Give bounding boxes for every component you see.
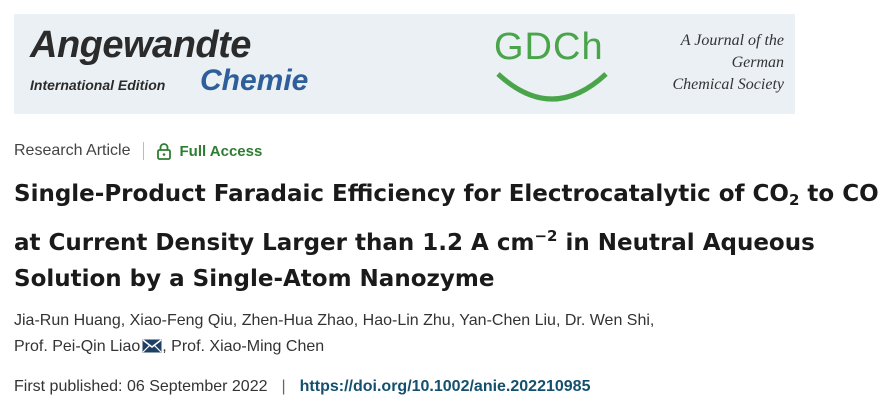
doi-link[interactable]: https://doi.org/10.1002/anie.202210985: [299, 378, 591, 395]
author-link[interactable]: Prof. Pei-Qin Liao: [14, 338, 141, 355]
article-title: Single-Product Faradaic Efficiency for E…: [14, 176, 882, 297]
meta-divider: [142, 142, 144, 160]
author-link[interactable]: Dr. Wen Shi: [564, 312, 650, 329]
author-link[interactable]: Prof. Xiao-Ming Chen: [171, 338, 325, 355]
tagline-line: Chemical Society: [672, 76, 784, 93]
author-link[interactable]: Hao-Lin Zhu: [362, 312, 451, 329]
title-text: in Neutral Aqueous Solution by a Single-…: [14, 230, 815, 292]
article-type: Research Article: [14, 142, 131, 159]
journal-subtitle: Chemie: [200, 64, 309, 97]
journal-banner[interactable]: Angewandte International Edition Chemie …: [14, 14, 795, 114]
tagline-line: A Journal of the: [680, 32, 784, 49]
author-link[interactable]: Zhen-Hua Zhao: [241, 312, 354, 329]
pub-separator: |: [281, 378, 286, 395]
full-access-badge[interactable]: Full Access: [179, 142, 263, 160]
author-link[interactable]: Yan-Chen Liu: [459, 312, 556, 329]
society-tagline: A Journal of the German Chemical Society: [614, 30, 784, 96]
title-text: to CO at Current Density Larger than 1.2…: [14, 181, 879, 256]
society-logo-text: GDCh: [494, 26, 604, 68]
mail-icon[interactable]: [142, 339, 162, 353]
title-superscript: −2: [534, 227, 558, 245]
lock-icon: [156, 143, 171, 160]
journal-edition: International Edition: [30, 77, 166, 93]
author-link[interactable]: Xiao-Feng Qiu: [129, 312, 233, 329]
gdch-logo-icon: [496, 72, 608, 102]
publication-info: First published: 06 September 2022 | htt…: [14, 376, 590, 398]
author-list: Jia-Run Huang, Xiao-Feng Qiu, Zhen-Hua Z…: [14, 312, 655, 355]
first-published-date: 06 September 2022: [126, 378, 268, 395]
journal-title: Angewandte: [30, 24, 251, 66]
author-link[interactable]: Jia-Run Huang: [14, 312, 121, 329]
title-subscript: 2: [788, 191, 800, 209]
article-meta: Research Article Full Access: [14, 140, 262, 162]
first-published-label: First published:: [14, 378, 123, 395]
tagline-line: German: [731, 54, 784, 71]
title-text: Single-Product Faradaic Efficiency for E…: [14, 181, 789, 207]
